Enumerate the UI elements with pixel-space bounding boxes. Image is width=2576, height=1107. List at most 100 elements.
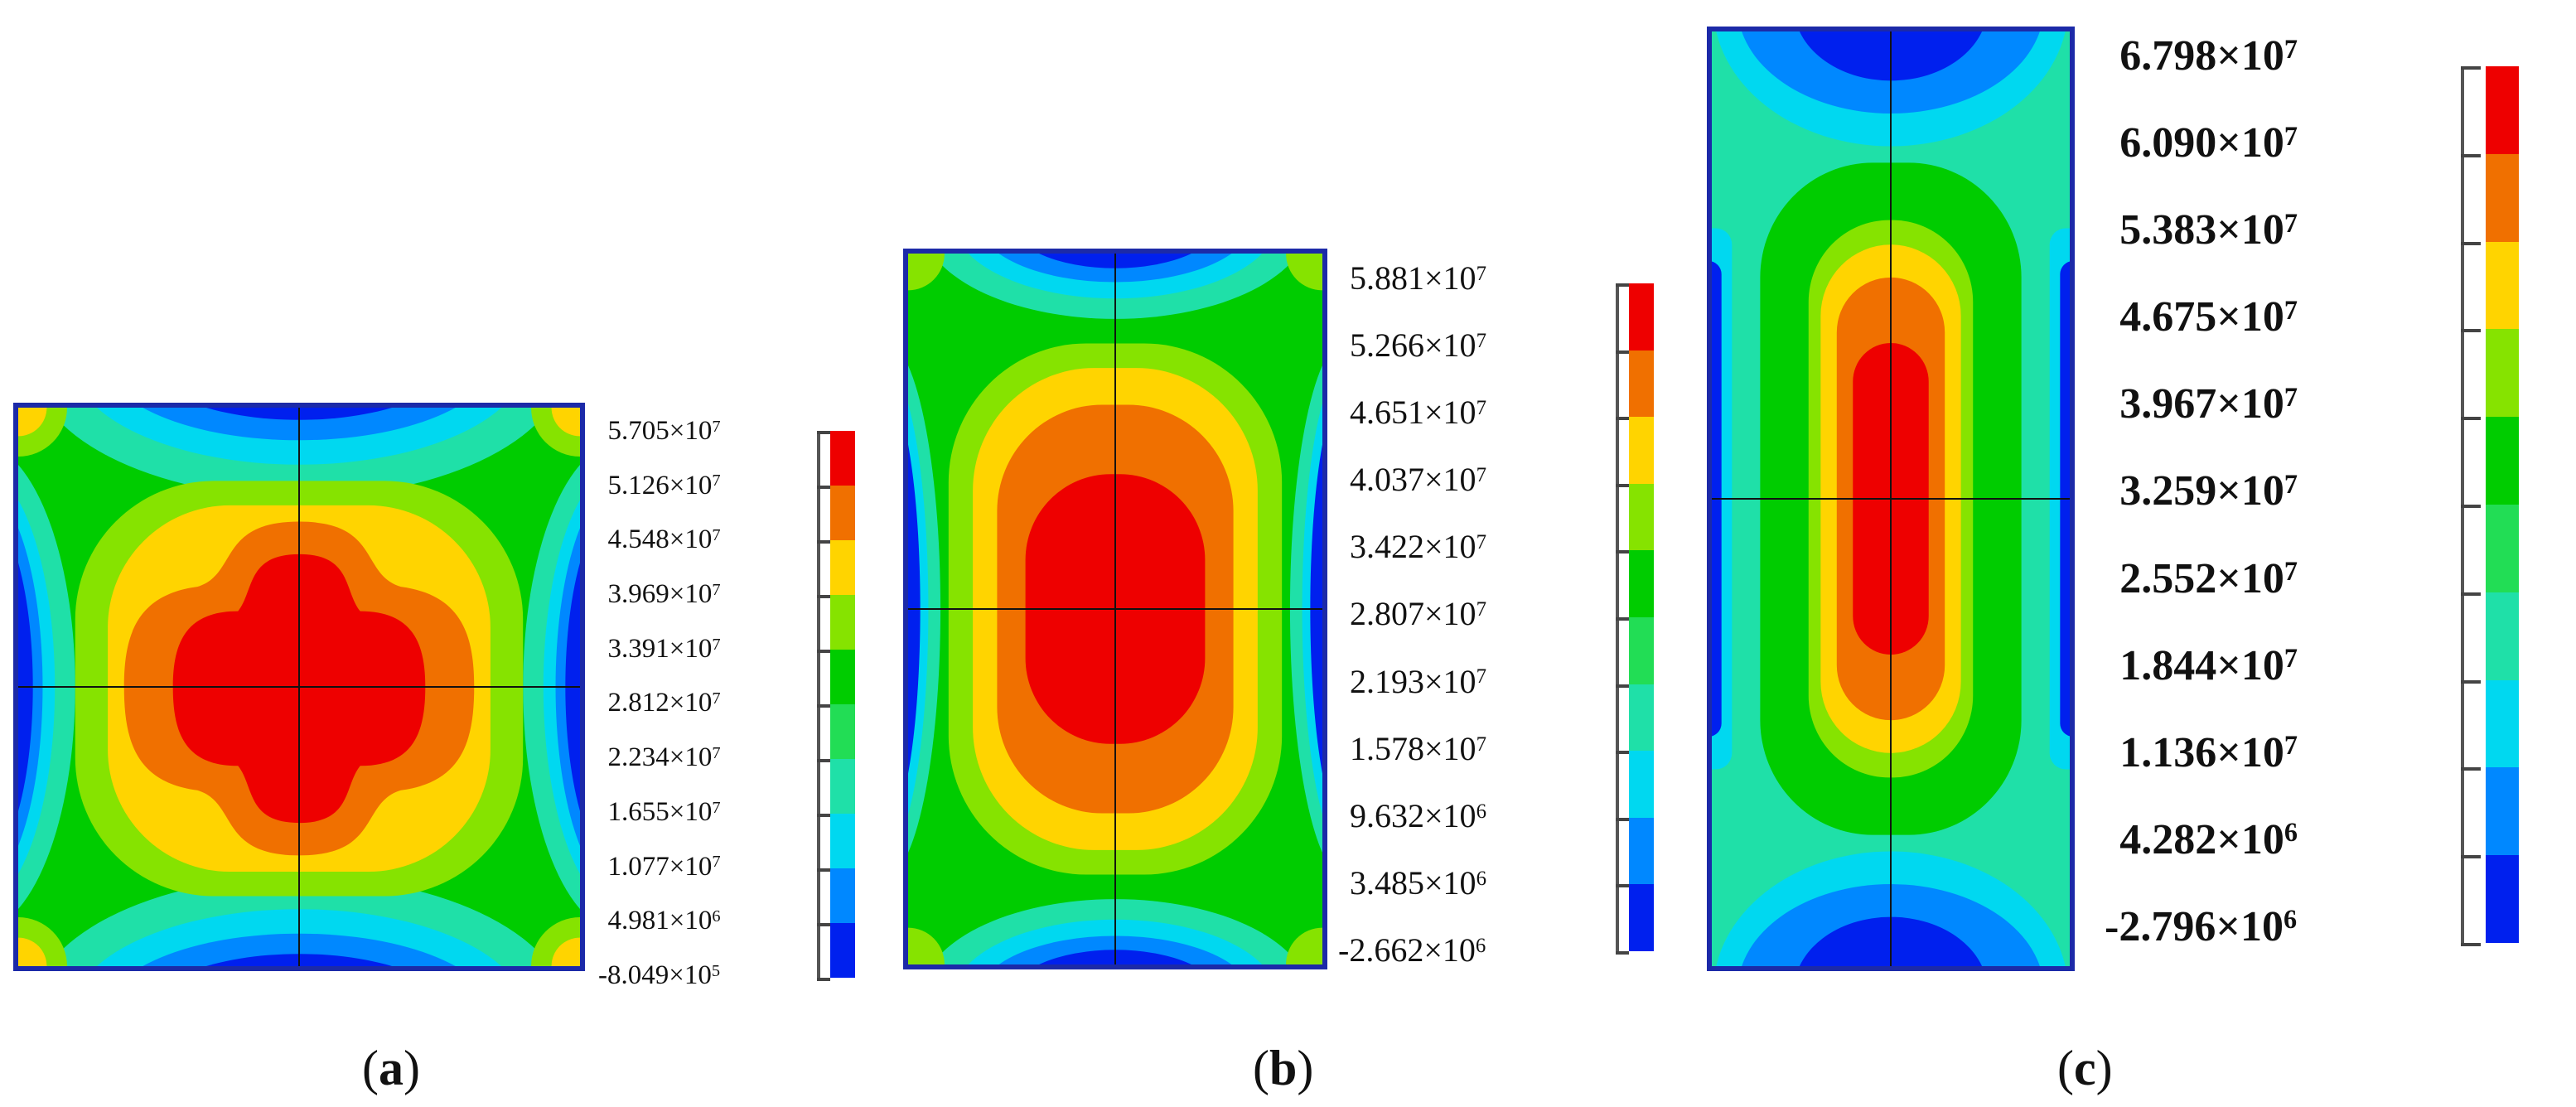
colorbar-b-segment <box>1629 283 1654 350</box>
contour-b-graphic <box>908 254 1322 964</box>
colorbar-a-tick <box>817 486 830 489</box>
legend-b-mantissa: -2.662 <box>1338 931 1424 969</box>
legend-c-mantissa: 6.798 <box>2119 32 2217 80</box>
colorbar-c-segment <box>2486 679 2519 768</box>
colorbar-b-tick <box>1616 617 1629 621</box>
legend-b-mantissa: 3.422 <box>1350 528 1424 566</box>
colorbar-b-segment <box>1629 616 1654 684</box>
colorbar-b-tick <box>1616 751 1629 755</box>
legend-b-label: 9.632×106 <box>1350 796 1486 834</box>
legend-b-exponent: 7 <box>1476 531 1486 554</box>
colorbar-a-segment <box>830 814 855 868</box>
colorbar-a-segment <box>830 540 855 595</box>
colorbar-b-tick <box>1616 951 1629 955</box>
legend-b-mantissa: 3.485 <box>1350 863 1424 902</box>
colorbar-a-segment <box>830 704 855 759</box>
caption-c: (c) <box>2057 1041 2113 1095</box>
colorbar-c-tick <box>2461 679 2481 684</box>
legend-c-exponent: 7 <box>2284 207 2298 238</box>
legend-a-exponent: 7 <box>712 689 721 708</box>
colorbar-b-tick <box>1616 283 1629 287</box>
colorbar-c-tick <box>2461 767 2481 771</box>
legend-a-label: 2.812×107 <box>607 688 721 718</box>
legend-c-label: 5.383×107 <box>2119 206 2298 254</box>
colorbar-b-tick <box>1616 817 1629 821</box>
legend-b-exponent: 6 <box>1475 934 1486 957</box>
colorbar-c <box>2486 66 2519 943</box>
legend-c-exponent: 7 <box>2284 730 2298 761</box>
caption-a-letter: a <box>378 1041 404 1095</box>
legend-c-exponent: 7 <box>2284 120 2298 151</box>
legend-b-mantissa: 5.881 <box>1350 259 1424 297</box>
colorbar-b-tick <box>1616 884 1629 888</box>
legend-a-label: 5.705×107 <box>607 416 721 446</box>
legend-b-exponent: 7 <box>1476 665 1486 689</box>
contour-plot-a <box>13 403 585 971</box>
legend-a-label: -8.049×105 <box>598 960 721 990</box>
colorbar-a-tick <box>817 431 830 434</box>
legend-c-label: 3.259×107 <box>2119 467 2298 515</box>
colorbar-a-tick <box>817 868 830 872</box>
legend-b-mantissa: 9.632 <box>1350 796 1424 834</box>
legend-a-label: 1.077×107 <box>607 851 721 882</box>
colorbar-b <box>1629 283 1654 951</box>
legend-a-label: 1.655×107 <box>607 796 721 827</box>
legend-b-label: -2.662×106 <box>1338 931 1486 969</box>
colorbar-c-tick <box>2461 417 2481 421</box>
colorbar-a-tick <box>817 650 830 653</box>
colorbar-a-tick <box>817 704 830 708</box>
legend-a-mantissa: 2.812 <box>607 688 669 718</box>
legend-c-mantissa: 5.383 <box>2119 206 2217 254</box>
legend-a-mantissa: 3.391 <box>607 633 669 664</box>
legend-a-exponent: 7 <box>712 635 721 654</box>
colorbar-c-tick <box>2461 66 2481 70</box>
colorbar-a-tick <box>817 923 830 926</box>
colorbar-a <box>830 431 855 978</box>
legend-a-exponent: 6 <box>712 906 721 926</box>
colorbar-a-tick <box>817 540 830 544</box>
legend-c-label: 4.282×106 <box>2119 815 2298 863</box>
contour-c-graphic <box>1712 31 2070 966</box>
legend-b-exponent: 6 <box>1476 867 1486 890</box>
colorbar-a-segment <box>830 759 855 814</box>
legend-a-exponent: 7 <box>712 526 721 545</box>
legend-b-label: 5.881×107 <box>1350 259 1486 297</box>
legend-a-label: 2.234×107 <box>607 742 721 773</box>
legend-b-mantissa: 5.266 <box>1350 326 1424 365</box>
colorbar-c-tick <box>2461 153 2481 157</box>
colorbar-ticks-b <box>1616 283 1629 955</box>
legend-a-exponent: 5 <box>711 961 721 980</box>
colorbar-c-segment <box>2486 767 2519 856</box>
colorbar-c-tick <box>2461 329 2481 333</box>
colorbar-c-segment <box>2486 153 2519 242</box>
colorbar-a-segment <box>830 431 855 486</box>
colorbar-b-segment <box>1629 817 1654 885</box>
legend-c-mantissa: -2.796 <box>2105 902 2216 950</box>
legend-a-exponent: 7 <box>712 853 721 872</box>
colorbar-a-segment <box>830 923 855 978</box>
colorbar-c-tick <box>2461 943 2481 946</box>
legend-a-label: 3.391×107 <box>607 633 721 664</box>
legend-b: 5.881×107 5.266×107 4.651×107 4.037×107 3.42… <box>1338 259 1612 969</box>
legend-a-mantissa: 1.655 <box>607 796 669 827</box>
legend-c-label: 1.136×107 <box>2119 728 2298 776</box>
legend-a-exponent: 7 <box>712 471 721 491</box>
legend-b-label: 5.266×107 <box>1350 326 1486 365</box>
legend-c-exponent: 7 <box>2284 643 2298 674</box>
legend-c-exponent: 7 <box>2284 381 2298 412</box>
legend-b-exponent: 7 <box>1476 262 1486 285</box>
legend-c-label: 4.675×107 <box>2119 293 2298 341</box>
legend-a-mantissa: 5.705 <box>607 416 669 446</box>
colorbar-a-tick <box>817 595 830 598</box>
colorbar-a-segment <box>830 650 855 704</box>
legend-b-label: 1.578×107 <box>1350 729 1486 767</box>
legend-c: 6.798×107 6.090×107 5.383×107 4.675×107 3.96… <box>2105 31 2453 951</box>
legend-c-label: 2.552×107 <box>2119 554 2298 602</box>
colorbar-a-segment <box>830 868 855 923</box>
legend-b-mantissa: 2.807 <box>1350 595 1424 633</box>
legend-c-label: 3.967×107 <box>2119 380 2298 428</box>
colorbar-c-tick <box>2461 592 2481 596</box>
colorbar-ticks-c <box>2461 66 2481 946</box>
colorbar-b-tick <box>1616 350 1629 354</box>
colorbar-a-segment <box>830 595 855 650</box>
